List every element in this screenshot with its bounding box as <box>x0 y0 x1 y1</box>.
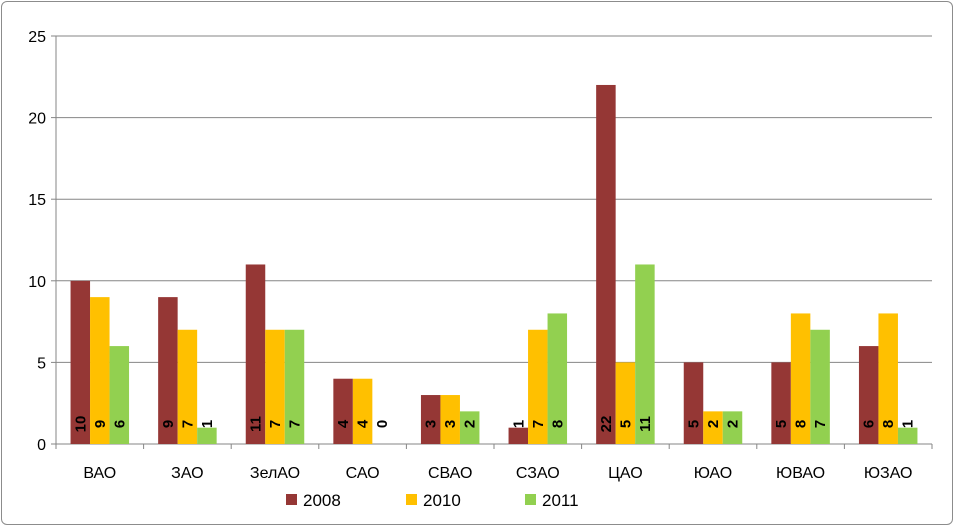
y-tick-label: 0 <box>37 437 46 454</box>
bar-2011-9 <box>810 329 830 444</box>
data-label: 7 <box>179 420 196 428</box>
bar-2011-8 <box>722 411 743 444</box>
x-tick-label: ЗелАО <box>250 465 300 482</box>
data-label: 4 <box>335 419 352 428</box>
y-tick-label: 10 <box>28 274 46 291</box>
y-tick-label: 25 <box>28 29 46 46</box>
x-tick-label: ЗАО <box>171 465 203 482</box>
data-label: 11 <box>637 416 654 432</box>
bar-2010-6 <box>528 329 548 444</box>
data-label: 9 <box>92 420 109 428</box>
x-tick-label: СВАО <box>428 465 472 482</box>
bar-2010-2 <box>177 329 198 444</box>
data-label: 7 <box>530 420 547 428</box>
data-label: 2 <box>725 420 742 428</box>
bar-2011-2 <box>197 427 217 444</box>
legend-label-2008: 2008 <box>303 491 341 510</box>
legend-swatch-2011 <box>525 494 536 505</box>
bar-2008-4 <box>333 378 353 444</box>
x-tick-label: СЗАО <box>516 465 560 482</box>
bar-2010-9 <box>790 313 811 444</box>
bar-2008-8 <box>683 362 704 444</box>
data-label: 5 <box>773 420 790 428</box>
bar-2008-6 <box>508 427 529 444</box>
bar-2011-5 <box>459 411 480 444</box>
legend-swatch-2010 <box>406 494 417 505</box>
data-label: 4 <box>355 419 372 428</box>
bar-2010-10 <box>878 313 898 444</box>
data-label: 8 <box>549 420 566 428</box>
x-tick-label: ЮЗАО <box>864 465 913 482</box>
bar-2011-3 <box>284 329 305 444</box>
bar-2008-1 <box>70 280 91 444</box>
legend-label-2011: 2011 <box>542 491 579 510</box>
data-label: 5 <box>617 420 634 428</box>
bar-2010-3 <box>265 329 285 444</box>
data-label: 1 <box>510 420 527 428</box>
bar-2011-10 <box>897 427 918 444</box>
y-tick-label: 20 <box>28 111 46 128</box>
data-label: 1 <box>199 420 216 428</box>
legend: 2008 2010 2011 <box>286 491 579 510</box>
bar-2011-1 <box>109 346 130 444</box>
bar-2008-3 <box>245 264 266 444</box>
bar-2010-7 <box>615 362 636 444</box>
data-label: 2 <box>462 420 479 428</box>
legend-swatch-2008 <box>286 494 297 505</box>
data-label: 2 <box>705 420 722 428</box>
bars <box>70 84 918 445</box>
data-labels: 10 9 6 9 7 1 11 7 7 4 4 0 3 3 2 1 7 8 22 5 11 5 2 2 5 8 7 6 8 1 <box>72 416 916 433</box>
x-tick-label: ЮВАО <box>776 465 825 482</box>
data-label: 8 <box>880 420 897 428</box>
data-label: 3 <box>423 420 440 428</box>
bar-2008-7 <box>596 84 616 445</box>
data-label: 1 <box>900 420 917 428</box>
data-label: 6 <box>861 420 878 428</box>
bar-2010-5 <box>440 395 460 444</box>
bar-2010-8 <box>703 411 723 444</box>
bar-2011-7 <box>635 264 655 444</box>
data-label: 7 <box>267 420 284 428</box>
legend-label-2010: 2010 <box>423 491 461 510</box>
y-tick-label: 15 <box>28 192 46 209</box>
data-label: 9 <box>160 420 177 428</box>
data-label: 5 <box>686 420 703 428</box>
bar-2008-10 <box>858 346 879 444</box>
data-label: 8 <box>793 420 810 428</box>
data-label: 10 <box>72 416 89 433</box>
data-label: 22 <box>598 416 615 433</box>
x-tick-label: ВАО <box>83 465 116 482</box>
bar-2010-4 <box>352 378 373 444</box>
x-tick-label: ЮАО <box>694 465 732 482</box>
data-label: 6 <box>111 420 128 428</box>
bar-2008-9 <box>771 362 791 444</box>
data-label: 3 <box>442 420 459 428</box>
bar-2011-6 <box>547 313 568 444</box>
data-label: 11 <box>248 416 265 432</box>
x-tick-label: ЦАО <box>608 465 643 482</box>
bar-2008-5 <box>420 395 441 444</box>
data-label: 7 <box>812 420 829 428</box>
bar-2010-1 <box>90 297 110 444</box>
y-tick-label: 5 <box>37 355 46 372</box>
bar-2008-2 <box>158 297 178 444</box>
data-label: 7 <box>287 420 304 428</box>
x-tick-label: САО <box>346 465 380 482</box>
data-label: 0 <box>374 420 391 428</box>
